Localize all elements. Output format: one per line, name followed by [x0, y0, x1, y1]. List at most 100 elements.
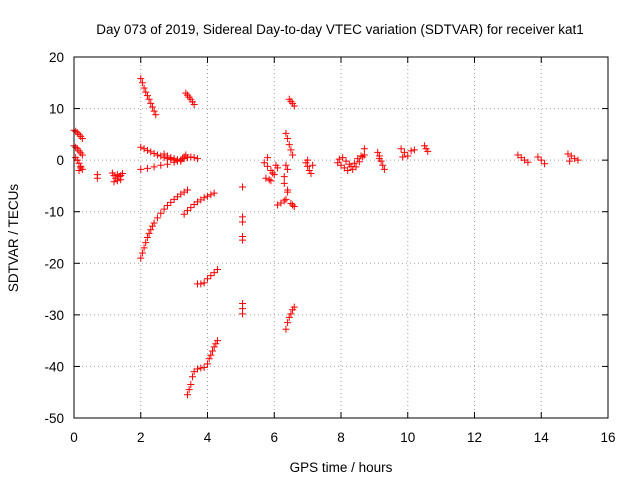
- data-point: [305, 166, 313, 174]
- data-point: [307, 170, 315, 178]
- data-point: [110, 178, 118, 186]
- y-tick-label: 20: [49, 50, 64, 65]
- data-point: [285, 313, 293, 321]
- data-point: [410, 146, 418, 154]
- series-arc-o: [239, 183, 247, 318]
- data-point: [137, 165, 145, 173]
- data-point: [269, 169, 277, 177]
- data-point: [193, 365, 201, 373]
- data-point: [566, 157, 574, 165]
- data-point: [72, 127, 80, 135]
- series-arc-n: [183, 337, 222, 399]
- series-arc-h: [137, 151, 190, 173]
- x-tick-label: 12: [467, 430, 482, 445]
- data-point: [344, 166, 352, 174]
- data-point: [524, 158, 532, 166]
- data-point: [177, 157, 185, 165]
- data-point: [397, 145, 405, 153]
- data-point: [204, 192, 211, 200]
- data-point: [239, 183, 247, 191]
- data-point: [375, 155, 383, 163]
- data-point: [187, 153, 195, 161]
- data-point: [374, 148, 382, 156]
- series-arc-ab: [514, 151, 532, 166]
- series-arc-j: [137, 186, 191, 262]
- data-point: [185, 386, 193, 394]
- data-point: [137, 143, 145, 151]
- x-tick-label: 2: [137, 430, 145, 445]
- data-point: [167, 198, 175, 206]
- data-point: [210, 269, 218, 277]
- data-point: [157, 161, 165, 169]
- data-point: [290, 303, 298, 311]
- data-point: [200, 194, 208, 202]
- data-point: [153, 214, 161, 222]
- data-point: [239, 236, 247, 244]
- data-point: [93, 174, 101, 182]
- data-point: [140, 244, 148, 252]
- data-point: [214, 337, 222, 345]
- data-point: [75, 166, 83, 174]
- data-point: [287, 199, 295, 207]
- data-point: [345, 160, 353, 168]
- data-points: [70, 75, 582, 399]
- data-point: [287, 310, 295, 318]
- data-point: [148, 103, 156, 111]
- data-point: [282, 161, 290, 169]
- data-point: [200, 363, 208, 371]
- data-point: [420, 142, 428, 150]
- data-point: [163, 202, 171, 210]
- plot-frame: [73, 56, 609, 419]
- x-tick-label: 6: [270, 430, 278, 445]
- x-tick-label: 14: [534, 430, 550, 445]
- series-arc-g: [137, 143, 201, 165]
- x-tick-label: 8: [337, 430, 345, 445]
- data-point: [280, 173, 288, 181]
- data-point: [137, 75, 145, 83]
- data-point: [209, 347, 217, 355]
- series-arc-y: [374, 148, 388, 173]
- x-tick-label: 4: [204, 430, 212, 445]
- data-point: [267, 177, 275, 185]
- data-point: [289, 151, 297, 159]
- data-point: [173, 156, 181, 164]
- data-point: [138, 249, 146, 257]
- grid: [74, 57, 608, 418]
- data-point: [537, 156, 545, 164]
- data-point: [282, 129, 290, 137]
- data-point: [210, 189, 218, 197]
- data-point: [190, 100, 198, 108]
- data-point: [137, 254, 145, 262]
- data-point: [280, 197, 288, 205]
- data-point: [138, 79, 146, 87]
- data-point: [289, 201, 297, 209]
- data-point: [204, 275, 211, 283]
- series-arc-x: [334, 145, 368, 174]
- data-point: [350, 159, 358, 167]
- data-point: [207, 272, 215, 280]
- data-point: [304, 156, 312, 164]
- data-point: [284, 319, 292, 327]
- data-point: [282, 325, 290, 333]
- data-point: [188, 373, 196, 381]
- series-arc-a: [70, 126, 86, 142]
- data-point: [150, 149, 158, 157]
- data-point: [183, 391, 191, 399]
- data-point: [145, 229, 153, 237]
- y-tick-label: -20: [44, 256, 64, 271]
- data-point: [285, 141, 293, 149]
- data-point: [210, 343, 218, 351]
- data-point: [183, 207, 191, 215]
- data-point: [160, 205, 168, 213]
- data-point: [287, 146, 295, 154]
- data-point: [379, 161, 387, 169]
- series-arc-i: [160, 150, 185, 165]
- y-tick-label: -40: [44, 359, 64, 374]
- series-arc-v: [282, 303, 298, 333]
- data-point: [190, 154, 198, 162]
- data-point: [355, 158, 363, 166]
- data-point: [284, 188, 292, 196]
- data-point: [262, 174, 270, 182]
- chart-title: Day 073 of 2019, Sidereal Day-to-day VTE…: [96, 22, 583, 37]
